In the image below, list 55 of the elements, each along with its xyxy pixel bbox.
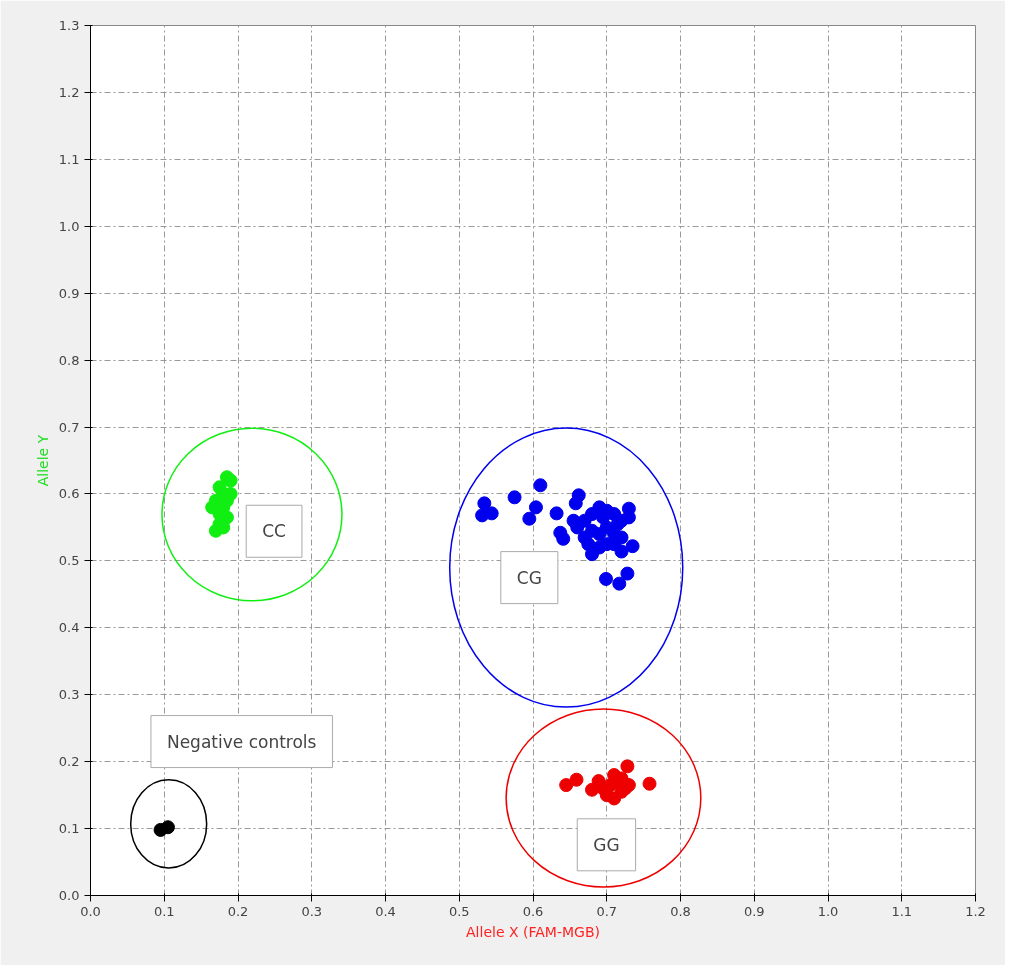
annotation: CC	[262, 521, 286, 542]
y-tick-label: 0.3	[58, 687, 80, 703]
annotation: CG	[516, 567, 542, 588]
annotation: Negative controls	[166, 731, 317, 752]
point	[620, 566, 635, 581]
y-tick-label: 0.8	[58, 352, 80, 368]
point	[556, 531, 571, 546]
x-tick-label: 1.2	[965, 903, 986, 919]
x-tick-label: 0.4	[375, 903, 396, 919]
x-tick-label: 0.1	[153, 903, 175, 919]
y-tick-label: 0.6	[58, 486, 80, 502]
x-tick-label: 0.2	[227, 903, 249, 919]
point	[522, 511, 537, 526]
x-tick-label: 1.1	[891, 903, 913, 919]
point	[568, 496, 583, 511]
point	[581, 537, 596, 552]
y-axis-title: Allele Y	[34, 434, 51, 487]
x-tick-label: 0.6	[522, 903, 544, 919]
annotation: GG	[593, 834, 620, 855]
y-tick-label: 0.7	[58, 419, 80, 435]
y-tick-label: 1.3	[58, 18, 80, 33]
point	[223, 473, 238, 488]
y-tick-label: 0.0	[58, 888, 80, 903]
point	[620, 759, 635, 774]
point	[507, 490, 522, 505]
point	[477, 496, 492, 511]
point	[612, 576, 627, 591]
point	[625, 539, 640, 554]
y-tick-label: 1.0	[58, 218, 80, 234]
x-tick-label: 0.8	[670, 903, 691, 919]
x-tick-label: 0.9	[743, 903, 765, 919]
point	[592, 540, 607, 555]
x-tick-label: 0.0	[80, 903, 101, 919]
point	[484, 506, 499, 521]
x-axis-title: Allele X (FAM-MGB)	[466, 923, 600, 940]
point	[599, 571, 614, 586]
point	[642, 776, 657, 791]
point	[160, 820, 175, 835]
y-tick-label: 0.2	[58, 754, 80, 770]
point	[559, 778, 574, 793]
x-tick-label: 0.5	[448, 903, 470, 919]
x-tick-label: 0.7	[596, 903, 618, 919]
point	[533, 478, 548, 493]
y-tick-label: 0.1	[58, 821, 80, 837]
y-tick-label: 0.4	[58, 620, 80, 636]
point	[549, 506, 564, 521]
point	[569, 772, 584, 787]
y-tick-label: 1.2	[58, 84, 80, 100]
y-tick-label: 0.9	[58, 285, 80, 301]
point	[528, 500, 543, 515]
x-tick-label: 0.3	[301, 903, 323, 919]
x-tick-label: 1.0	[817, 903, 839, 919]
y-tick-label: 0.5	[58, 553, 80, 569]
point	[566, 513, 581, 528]
y-tick-label: 1.1	[58, 151, 80, 167]
